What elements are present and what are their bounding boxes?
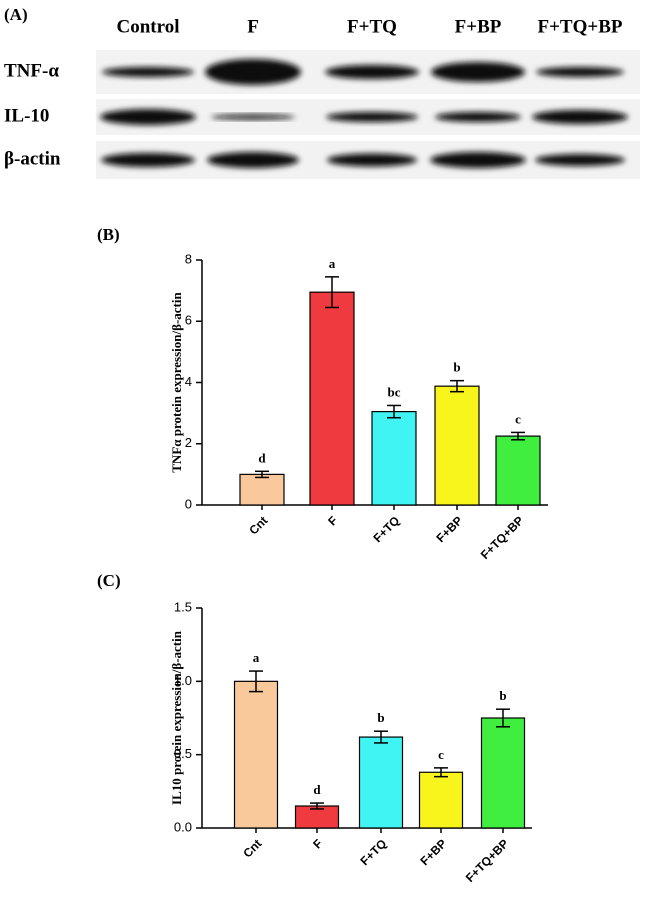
band [326,112,418,122]
bar [480,717,526,829]
band [100,109,196,125]
panel-label: (B) [97,225,120,244]
error-bar [511,431,525,441]
band [430,152,526,168]
bar [309,291,355,506]
significance-letter: bc [388,384,401,399]
bar [239,473,285,506]
y-tick-label: 1.5 [174,599,192,614]
error-bar [496,708,510,728]
row-label: TNF-α [4,60,59,81]
significance-letter: a [329,256,336,271]
y-tick-label: 0.5 [174,746,192,761]
y-tick-label: 8 [185,251,192,266]
band [535,154,625,166]
significance-letter: c [438,747,444,762]
y-axis-label: IL10 protein expression/β-actin [169,630,184,805]
y-tick-label: 4 [185,374,192,389]
y-tick-label: 0.0 [174,819,192,834]
band [101,153,195,167]
error-bar [374,730,388,744]
bar [358,736,404,829]
significance-letter: b [377,710,384,725]
x-tick-label: F [325,513,340,528]
column-label: F+BP [455,16,502,37]
band [327,153,417,167]
panel-label: (A) [4,5,28,24]
y-tick-label: 0 [185,496,192,511]
x-tick-label: F+TQ [358,836,390,868]
column-label: Control [117,16,180,37]
error-bar [310,802,324,810]
significance-letter: d [258,450,266,465]
panel-label: (C) [97,571,121,590]
error-bar [255,470,269,479]
error-bar [325,276,339,309]
y-tick-label: 1.0 [174,673,192,688]
band [325,65,419,79]
x-tick-label: Cnt [240,836,264,860]
significance-letter: a [253,650,260,665]
x-tick-label: F+TQ+BP [463,836,512,885]
y-tick-label: 6 [185,313,192,328]
error-bar [434,767,448,778]
bar [434,385,480,506]
row-label: IL-10 [4,105,49,126]
band [431,62,525,82]
x-tick-label: F [310,836,325,851]
x-tick-label: F+TQ [371,513,403,545]
significance-letter: b [499,688,506,703]
y-axis-label: TNFα protein expression/β-actin [169,292,184,473]
band [211,114,295,120]
error-bar [249,670,263,693]
band [102,67,194,77]
band [435,112,521,122]
band [205,59,301,85]
band [532,110,628,124]
row-label: β-actin [4,148,61,169]
x-tick-label: F+BP [434,513,466,545]
y-tick-label: 2 [185,435,192,450]
band [536,67,624,77]
error-bar [387,404,401,419]
significance-letter: b [453,360,460,375]
x-tick-label: F+TQ+BP [478,513,527,562]
significance-letter: d [313,782,321,797]
bar [371,410,417,506]
band [207,152,299,168]
significance-letter: c [515,411,521,426]
bar [495,435,541,506]
bar [418,771,464,829]
error-bar [450,379,464,393]
column-label: F+TQ [347,16,397,37]
column-label: F+TQ+BP [538,16,623,37]
column-label: F [247,16,259,37]
x-tick-label: Cnt [246,513,270,537]
x-tick-label: F+BP [418,836,450,868]
bar [233,680,279,829]
